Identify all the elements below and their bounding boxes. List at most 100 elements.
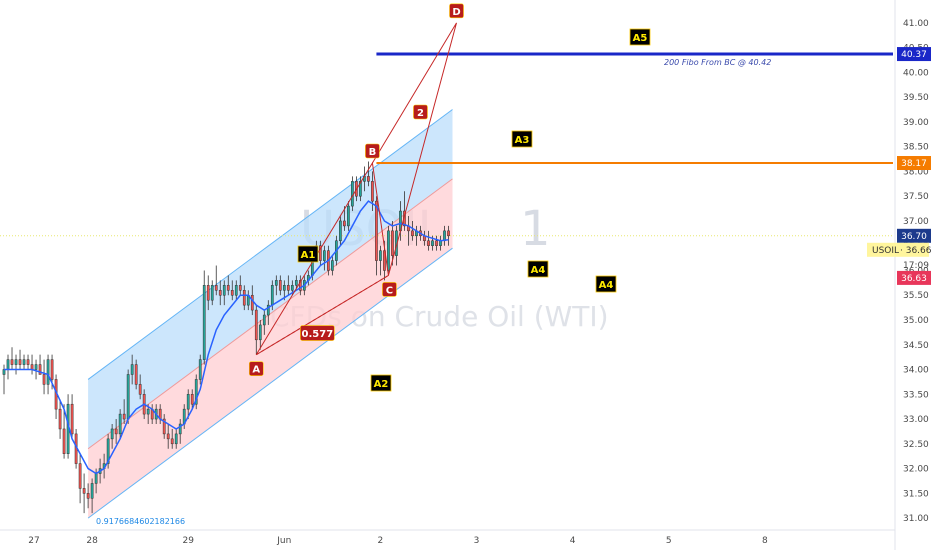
wave-label-a5-text: A5 bbox=[633, 33, 648, 44]
candle-body bbox=[94, 473, 98, 484]
candle-body bbox=[110, 428, 114, 440]
candle-body bbox=[234, 285, 238, 296]
candle-body bbox=[443, 230, 446, 242]
candle-body bbox=[178, 423, 182, 435]
candle-body bbox=[278, 280, 282, 291]
candle-body bbox=[230, 290, 234, 296]
price-tags: 40.37 38.17 36.70 36.63 USOIL · 36.66 17:09 bbox=[867, 47, 932, 285]
wave-label-a2-text: A2 bbox=[374, 379, 389, 390]
time-tick-label: 5 bbox=[666, 536, 672, 546]
candle-body bbox=[162, 418, 166, 435]
candle-body bbox=[375, 200, 378, 261]
moving-average-line bbox=[4, 200, 449, 475]
point-c-badge-bg bbox=[382, 282, 397, 297]
price-tick-label: 32.50 bbox=[903, 440, 929, 450]
candle-body bbox=[222, 285, 226, 296]
price-tick-label: 37.50 bbox=[903, 192, 929, 202]
candle-body bbox=[10, 359, 14, 365]
time-tick-label: 4 bbox=[570, 536, 576, 546]
point-c-badge: C bbox=[382, 282, 397, 297]
wave-label-a4-left-bg bbox=[527, 260, 549, 278]
harmonic-pattern: A B C D 2 0.577 200 Fibo From BC @ 40.42 bbox=[248, 3, 771, 376]
time-tick-label: 28 bbox=[86, 536, 98, 546]
candle-body bbox=[351, 181, 354, 207]
point-c-badge-text: C bbox=[386, 285, 393, 296]
candle-body bbox=[286, 285, 290, 291]
candle-body bbox=[114, 428, 118, 435]
candle-body bbox=[371, 181, 374, 202]
wave-label-a4-left-text: A4 bbox=[531, 265, 546, 276]
price-tag-bg-1 bbox=[897, 156, 931, 171]
point-a-badge-bg bbox=[248, 361, 264, 376]
price-tick-label: 31.50 bbox=[903, 489, 929, 499]
ratio-badge: 0.577 bbox=[300, 325, 335, 341]
price-tick-label: 40.00 bbox=[903, 68, 929, 78]
candle-body bbox=[359, 181, 362, 197]
candle-body bbox=[198, 359, 202, 380]
candle-body bbox=[435, 240, 438, 246]
wave-label-a1: A1 bbox=[297, 245, 319, 263]
wave-label-a2-bg bbox=[370, 374, 392, 392]
candle-body bbox=[194, 379, 198, 405]
horizontal-lines bbox=[0, 52, 893, 237]
candle-body bbox=[174, 433, 178, 445]
candles bbox=[2, 161, 450, 514]
candle-body bbox=[431, 240, 434, 246]
candle-body bbox=[254, 309, 258, 341]
time-axis[interactable]: 27 28 29 Jun 2 3 4 5 8 bbox=[0, 529, 895, 546]
point-2-badge-bg bbox=[413, 104, 428, 120]
candle-body bbox=[331, 260, 334, 271]
candle-body bbox=[126, 374, 130, 420]
candle-body bbox=[90, 483, 94, 499]
wave-label-a4-left: A4 bbox=[527, 260, 549, 278]
price-tick-label: 37.00 bbox=[903, 217, 929, 227]
candle-body bbox=[258, 324, 262, 341]
price-tick-label: 33.00 bbox=[903, 415, 929, 425]
candle-body bbox=[323, 250, 326, 261]
price-tag-text-0: 40.37 bbox=[901, 50, 927, 60]
wave-label-a5-bg bbox=[629, 28, 651, 46]
point-b-badge-bg bbox=[365, 143, 380, 159]
candle-body bbox=[70, 403, 74, 435]
wave-label-a1-text: A1 bbox=[301, 250, 316, 261]
candle-body bbox=[210, 285, 214, 301]
candle-body bbox=[226, 285, 230, 291]
candle-body bbox=[411, 230, 414, 237]
candle-body bbox=[82, 488, 86, 494]
candle-body bbox=[34, 364, 38, 370]
candle-body bbox=[294, 280, 298, 286]
candle-body bbox=[146, 408, 150, 415]
candle-body bbox=[14, 359, 18, 365]
price-tag-bg-0 bbox=[897, 47, 931, 62]
price-tick-label: 41.00 bbox=[903, 19, 929, 29]
price-tick-label: 34.00 bbox=[903, 366, 929, 376]
point-2-badge-text: 2 bbox=[417, 108, 424, 119]
fibo-note: 200 Fibo From BC @ 40.42 bbox=[664, 58, 771, 67]
ratio-badge-bg bbox=[300, 325, 335, 341]
time-tick-label: 2 bbox=[378, 536, 384, 546]
candle-body bbox=[367, 176, 370, 182]
candle-body bbox=[190, 394, 194, 405]
wave-label-a5: A5 bbox=[629, 28, 651, 46]
wave-label-a4-right: A4 bbox=[595, 275, 617, 293]
moving-average bbox=[4, 200, 449, 475]
candle-body bbox=[26, 359, 30, 365]
candle-body bbox=[58, 408, 62, 430]
candle-body bbox=[62, 428, 66, 454]
price-tag-bg-3 bbox=[897, 270, 931, 285]
candle-body bbox=[262, 314, 266, 326]
channel-top-line bbox=[87, 109, 453, 380]
price-tick-label: 35.50 bbox=[903, 291, 929, 301]
wave-label-a3-text: A3 bbox=[515, 135, 530, 146]
candle-body bbox=[42, 374, 46, 385]
candle-body bbox=[282, 285, 286, 291]
candle-body bbox=[202, 285, 206, 360]
candle-body bbox=[447, 230, 450, 237]
candle-body bbox=[18, 359, 22, 365]
price-tag-text-1: 38.17 bbox=[901, 159, 927, 169]
candle-body bbox=[106, 438, 110, 464]
symbol-tag-bg bbox=[867, 242, 929, 257]
wave-label-a1-bg bbox=[297, 245, 319, 263]
candle-body bbox=[122, 413, 126, 420]
